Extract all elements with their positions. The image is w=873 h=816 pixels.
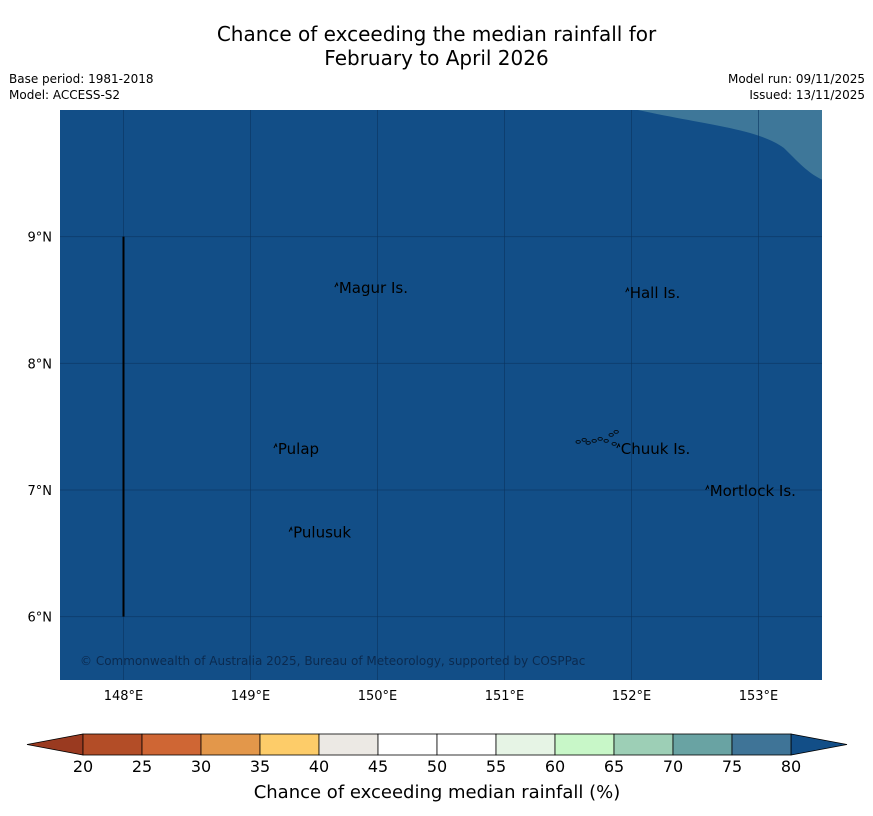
lon-tick-label: 152°E [612, 689, 652, 704]
chuuk-islet [575, 440, 581, 444]
lon-tick-label: 148°E [104, 689, 144, 704]
colorbar-bin [436, 733, 497, 756]
colorbar-bin [377, 733, 438, 756]
issued-date: Issued: 13/11/2025 [749, 88, 865, 102]
lat-tick-label: 9°N [28, 231, 53, 246]
chuuk-islet [581, 438, 587, 442]
place-label: Hall Is. [630, 284, 681, 302]
chuuk-islet [597, 437, 603, 441]
island-marker [273, 442, 278, 449]
island-marker [705, 484, 710, 491]
title-line-1: Chance of exceeding the median rainfall … [216, 22, 657, 46]
title-line-2: February to April 2026 [324, 46, 549, 70]
higher-chance-region [637, 110, 822, 180]
lat-tick-label: 6°N [28, 611, 53, 626]
model-name: Model: ACCESS-S2 [9, 88, 121, 102]
colorbar-tick-label: 20 [73, 757, 93, 776]
chuuk-islet [603, 439, 609, 443]
colorbar-bin [554, 733, 615, 756]
colorbar-tick-label: 50 [427, 757, 447, 776]
chuuk-islet [591, 439, 597, 443]
place-label: Mortlock Is. [710, 482, 796, 500]
copyright-notice: © Commonwealth of Australia 2025, Bureau… [80, 654, 585, 668]
colorbar-bin [672, 733, 733, 756]
colorbar-bin [731, 733, 792, 756]
lat-tick-label: 8°N [28, 357, 53, 372]
place-label: Pulap [278, 440, 319, 458]
colorbar-bin [318, 733, 379, 756]
colorbar-tick-label: 70 [663, 757, 683, 776]
colorbar-bin [259, 733, 320, 756]
meta-left: Base period: 1981-2018 Model: ACCESS-S2 [9, 71, 154, 103]
colorbar-tick-label: 55 [486, 757, 506, 776]
island-marker [334, 281, 339, 288]
colorbar-bin [495, 733, 556, 756]
colorbar-bin [82, 733, 143, 756]
colorbar-tick-label: 25 [132, 757, 152, 776]
ocean-field [60, 110, 822, 680]
colorbar-low-extension [26, 733, 84, 756]
chuuk-islet [611, 442, 617, 446]
lon-tick-label: 149°E [231, 689, 271, 704]
colorbar-tick-label: 65 [604, 757, 624, 776]
colorbar-high-extension [790, 733, 848, 756]
place-label: Pulusuk [293, 524, 351, 542]
chuuk-islet [585, 441, 591, 445]
colorbar-tick-label: 35 [250, 757, 270, 776]
model-run: Model run: 09/11/2025 [727, 72, 865, 86]
meta-right: Model run: 09/11/2025 Issued: 13/11/2025 [728, 71, 865, 103]
colorbar-tick-label: 60 [545, 757, 565, 776]
place-label: Chuuk Is. [621, 440, 690, 458]
lon-tick-label: 150°E [358, 689, 398, 704]
colorbar-tick-label: 80 [781, 757, 801, 776]
lon-tick-label: 151°E [485, 689, 525, 704]
island-marker [625, 286, 630, 293]
colorbar-tick-label: 45 [368, 757, 388, 776]
colorbar-bin [613, 733, 674, 756]
island-marker [616, 442, 621, 449]
colorbar-bin [200, 733, 261, 756]
chuuk-islet [608, 433, 614, 437]
colorbar-bin [141, 733, 202, 756]
island-marker [288, 526, 293, 532]
map-title: Chance of exceeding the median rainfall … [0, 22, 873, 70]
lon-tick-label: 153°E [739, 689, 779, 704]
chuuk-islet [613, 430, 619, 434]
colorbar-tick-label: 40 [309, 757, 329, 776]
place-label: Magur Is. [339, 279, 408, 297]
colorbar-tick-label: 75 [722, 757, 742, 776]
lat-tick-label: 7°N [28, 484, 53, 499]
map-panel[interactable]: 148°E 149°E 150°E 151°E 152°E 153°E 9°N 8°N 7°N 6… [28, 110, 823, 704]
colorbar-tick-label: 30 [191, 757, 211, 776]
colorbar-title: Chance of exceeding median rainfall (%) [254, 782, 621, 803]
base-period: Base period: 1981-2018 [9, 72, 154, 86]
colorbar: 20 25 30 35 40 45 50 55 60 65 70 75 80 Chance of exce… [26, 733, 848, 803]
